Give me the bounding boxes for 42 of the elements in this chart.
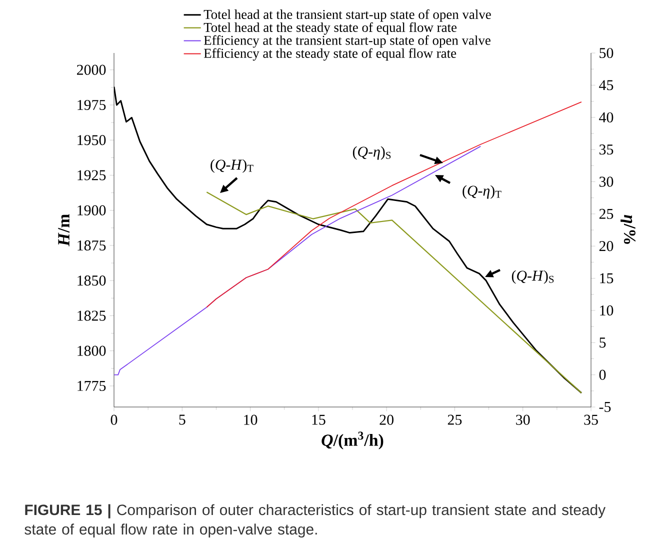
y2-tick-label: 0 [599,370,606,380]
x-axis-title: Q/(m$^{3}$/h) [322,432,384,450]
annotation: (Q-η)$_{S}$ [352,146,391,160]
y-tick-label: 1900 [78,205,106,216]
y-tick-label: 1825 [78,310,106,321]
y2-axis-title: η/% [620,214,636,244]
y-tick-label: 1800 [78,346,106,356]
y2-tick-label: 15 [600,273,614,284]
y-tick-label: 1850 [78,276,106,286]
y2-tick-label: 35 [600,144,614,155]
y-tick-label: 1950 [78,135,106,146]
annotation: (Q-η)$_{T}$ [462,185,502,199]
x-tick-label: 25 [448,414,462,425]
x-tick-label: 30 [516,414,530,425]
y-tick-label: 1975 [78,100,106,110]
line-series [206,101,582,308]
legend-label: Efficiency at the transient start-up state of open valve [204,35,490,48]
y2-tick-label: 5 [600,338,606,348]
y2-tick-label: 30 [600,176,614,187]
y-tick-label: 2000 [76,64,106,75]
x-tick-label: 20 [380,414,394,425]
y-tick-label: 1925 [78,170,106,180]
x-tick-label: 0 [110,414,118,425]
legend-label: Totel head at the transient start-up state of open valve [204,9,491,22]
y2-tick-label: 45 [599,80,614,90]
x-tick-label: 5 [179,414,186,425]
y2-tick-label: 25 [599,208,614,219]
x-tick-label: 35 [584,414,598,425]
legend-label: Totel head at the steady state of equal flow rate [204,22,457,35]
annotation: (Q-H)$_{S}$ [512,270,554,284]
y2-tick-label: 20 [599,241,614,252]
y2-tick-label: -5 [599,402,611,412]
y2-tick-label: 50 [600,48,614,58]
y-tick-label: 1775 [78,380,106,391]
y2-tick-label: 40 [599,112,614,122]
y-tick-label: 1875 [78,240,106,250]
x-tick-label: 10 [244,414,258,425]
text: FIGURE 15 | Comparison of outer characteristics of start-up transient state and steady state of equal flow rate in open-valve stage. [24,504,606,538]
y2-tick-label: 10 [600,305,614,316]
x-tick-label: 15 [312,414,326,425]
legend-label: Efficiency at the steady state of equal flow rate [204,48,456,61]
annotation: (Q-H)$_{T}$ [210,159,254,173]
